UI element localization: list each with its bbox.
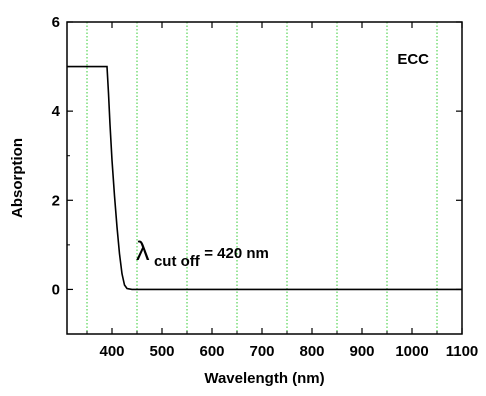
- cutoff-subscript: cut off: [154, 253, 201, 270]
- y-tick-label: 6: [52, 14, 60, 31]
- y-axis-label: Absorption: [9, 138, 26, 218]
- y-tick-label: 4: [52, 103, 61, 120]
- x-tick-label: 800: [299, 343, 324, 360]
- x-tick-label: 500: [149, 343, 174, 360]
- cutoff-annotation: λ cut off = 420 nm: [136, 236, 269, 270]
- legend-label: ECC: [397, 51, 429, 68]
- series-line: [67, 65, 462, 291]
- series-layer: [67, 65, 462, 291]
- cutoff-value: = 420 nm: [204, 245, 269, 262]
- plot-frame: [66, 21, 463, 335]
- x-tick-label: 1000: [395, 343, 428, 360]
- x-tick-label: 700: [249, 343, 274, 360]
- y-tick-label: 2: [52, 192, 60, 209]
- y-tick-label: 0: [52, 281, 60, 298]
- ticks-layer: 400 500 600 700 800 900 1000 1100 0 2 4 6: [52, 14, 479, 360]
- grid-lines: [86, 22, 438, 334]
- x-tick-label: 900: [349, 343, 374, 360]
- x-tick-label: 1100: [446, 343, 479, 360]
- x-tick-label: 600: [199, 343, 224, 360]
- x-axis-label: Wavelength (nm): [204, 370, 324, 387]
- lambda-symbol: λ: [136, 236, 150, 266]
- x-tick-label: 400: [99, 343, 124, 360]
